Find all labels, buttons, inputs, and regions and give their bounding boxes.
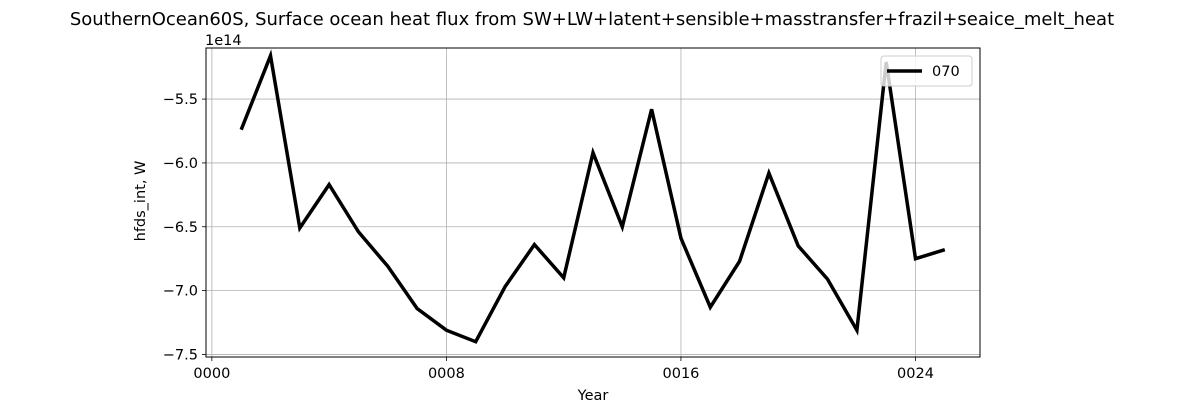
y-axis-label: hfds_int, W [133, 161, 149, 242]
chart-title: SouthernOcean60S, Surface ocean heat flu… [70, 9, 1114, 30]
y-tick-label: −5.5 [163, 92, 198, 108]
legend-box [880, 55, 973, 87]
series-line-070 [239, 49, 946, 344]
x-tick-label: 0024 [897, 366, 934, 382]
legend-label: 070 [932, 64, 960, 80]
x-axis: 0000 0008 0016 0024 [193, 357, 934, 382]
y-tick-label: −6.5 [163, 220, 198, 236]
legend: 070 [880, 55, 973, 87]
y-offset-label: 1e14 [205, 33, 242, 49]
plot-frame [205, 47, 981, 358]
series-layer [239, 49, 946, 344]
y-tick-label: −7.5 [163, 347, 198, 363]
x-tick-label: 0000 [193, 366, 230, 382]
x-tick-label: 0016 [663, 366, 700, 382]
x-tick-label: 0008 [428, 366, 465, 382]
y-tick-label: −7.0 [163, 284, 198, 300]
grid [206, 48, 980, 357]
x-axis-label: Year [577, 388, 609, 404]
y-tick-label: −6.0 [163, 156, 198, 172]
y-axis: −7.5 −7.0 −6.5 −6.0 −5.5 [163, 92, 206, 363]
